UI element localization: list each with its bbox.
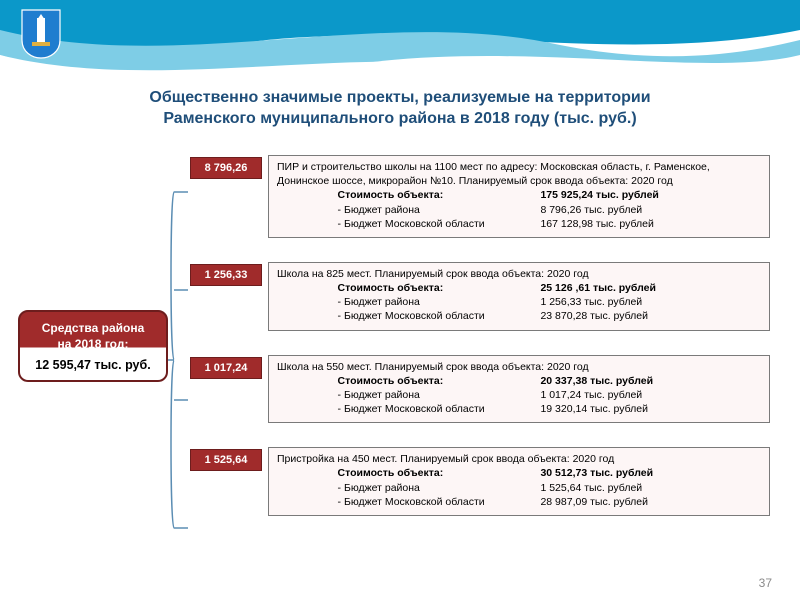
project-cost: Стоимость объекта: 20 337,38 тыс. рублей — [277, 374, 761, 388]
budget-district: - Бюджет района 1 256,33 тыс. рублей — [277, 295, 761, 309]
budget-district: - Бюджет района 8 796,26 тыс. рублей — [277, 203, 761, 217]
project-description-box: ПИР и строительство школы на 1100 мест п… — [268, 155, 770, 238]
bracket-connector — [168, 180, 188, 540]
project-desc: ПИР и строительство школы на 1100 мест п… — [277, 160, 761, 188]
project-desc: Школа на 825 мест. Планируемый срок ввод… — [277, 267, 761, 281]
budget-region: - Бюджет Московской области 19 320,14 ты… — [277, 402, 761, 416]
project-item: 8 796,26 ПИР и строительство школы на 11… — [190, 155, 770, 238]
amount-badge: 8 796,26 — [190, 157, 262, 179]
budget-district: - Бюджет района 1 525,64 тыс. рублей — [277, 481, 761, 495]
project-desc: Школа на 550 мест. Планируемый срок ввод… — [277, 360, 761, 374]
budget-region: - Бюджет Московской области 167 128,98 т… — [277, 217, 761, 231]
summary-box: Средства района на 2018 год: 12 595,47 т… — [18, 310, 168, 382]
wave-decoration — [0, 0, 800, 90]
project-cost: Стоимость объекта: 25 126 ,61 тыс. рубле… — [277, 281, 761, 295]
project-item: 1 525,64 Пристройка на 450 мест. Планиру… — [190, 447, 770, 516]
title-line-1: Общественно значимые проекты, реализуемы… — [149, 89, 650, 106]
page-number: 37 — [759, 576, 772, 590]
budget-region: - Бюджет Московской области 28 987,09 ты… — [277, 495, 761, 509]
budget-district: - Бюджет района 1 017,24 тыс. рублей — [277, 388, 761, 402]
project-item: 1 256,33 Школа на 825 мест. Планируемый … — [190, 262, 770, 331]
amount-badge: 1 256,33 — [190, 264, 262, 286]
project-cost: Стоимость объекта: 175 925,24 тыс. рубле… — [277, 188, 761, 202]
project-item: 1 017,24 Школа на 550 мест. Планируемый … — [190, 355, 770, 424]
project-description-box: Школа на 550 мест. Планируемый срок ввод… — [268, 355, 770, 424]
coat-of-arms-icon — [20, 8, 62, 60]
page-title: Общественно значимые проекты, реализуемы… — [0, 88, 800, 130]
title-line-2: Раменского муниципального района в 2018 … — [163, 110, 636, 127]
project-description-box: Школа на 825 мест. Планируемый срок ввод… — [268, 262, 770, 331]
amount-badge: 1 525,64 — [190, 449, 262, 471]
summary-value: 12 595,47 тыс. руб. — [26, 358, 160, 372]
budget-region: - Бюджет Московской области 23 870,28 ты… — [277, 309, 761, 323]
project-cost: Стоимость объекта: 30 512,73 тыс. рублей — [277, 466, 761, 480]
project-desc: Пристройка на 450 мест. Планируемый срок… — [277, 452, 761, 466]
amount-badge: 1 017,24 — [190, 357, 262, 379]
project-list: 8 796,26 ПИР и строительство школы на 11… — [190, 155, 770, 540]
project-description-box: Пристройка на 450 мест. Планируемый срок… — [268, 447, 770, 516]
summary-label: Средства района на 2018 год: — [26, 320, 160, 352]
